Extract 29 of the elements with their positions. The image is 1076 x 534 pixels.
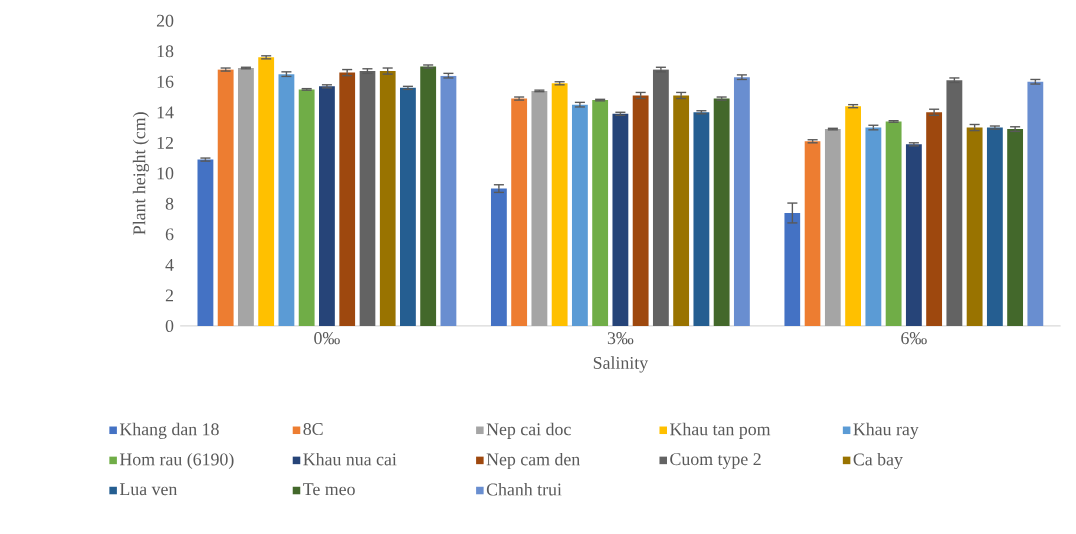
legend-label: Khau tan pom xyxy=(670,422,771,439)
legend-label: Lua ven xyxy=(119,483,178,496)
x-tick-label: 3‰ xyxy=(607,332,634,345)
y-tick-label: 4 xyxy=(165,258,174,271)
y-tick-label: 18 xyxy=(157,45,174,58)
y-tick-label: 20 xyxy=(156,14,174,27)
legend-label: Khau nua cai xyxy=(303,452,397,466)
y-tick-label: 2 xyxy=(165,289,173,302)
y-tick-label: 8 xyxy=(165,197,174,210)
x-tick-label: 6‰ xyxy=(901,332,927,345)
x-tick-label: 0‰ xyxy=(314,332,340,345)
y-tick-label: 14 xyxy=(157,106,174,119)
y-tick-label: 16 xyxy=(157,75,174,88)
legend-label: Hom rau (6190) xyxy=(119,452,234,470)
legend-label: Chanh trui xyxy=(486,482,562,496)
legend-label: Nep cam den xyxy=(486,452,580,470)
legend-label: 8C xyxy=(303,422,323,435)
y-tick-label: 10 xyxy=(157,167,174,180)
legend-label: Te meo xyxy=(303,483,355,496)
legend-label: Ca bay xyxy=(853,452,903,470)
y-tick-label: 12 xyxy=(157,136,173,149)
legend-label: Khang dan 18 xyxy=(119,422,219,439)
legend-label: Cuom type 2 xyxy=(670,453,761,469)
x-axis-title: Salinity xyxy=(593,356,649,373)
legend-label: Nep cai doc xyxy=(486,422,571,439)
y-tick-label: 0 xyxy=(165,319,174,332)
y-tick-label: 6 xyxy=(165,228,174,241)
y-axis-title: Plant height (cm) xyxy=(132,112,150,235)
legend-label: Khau ray xyxy=(853,422,919,439)
